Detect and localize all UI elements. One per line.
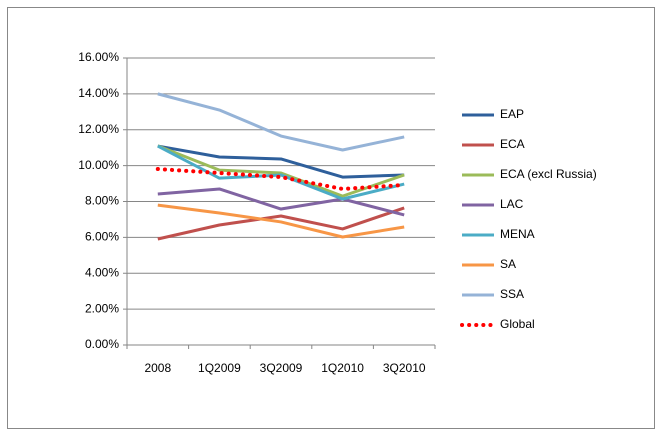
- y-tick-label: 12.00%: [78, 122, 119, 136]
- legend-label: SA: [500, 257, 516, 271]
- chart-border: [7, 7, 655, 429]
- y-tick-label: 10.00%: [78, 158, 119, 172]
- series-line: [157, 203, 405, 239]
- legend-label: MENA: [500, 227, 535, 241]
- legend-label: ECA (excl Russia): [500, 167, 597, 181]
- y-tick-label: 6.00%: [85, 230, 119, 244]
- legend-label: LAC: [500, 197, 524, 211]
- x-tick-label: 3Q2010: [383, 361, 426, 375]
- x-tick-label: 1Q2010: [321, 361, 364, 375]
- x-tick-label: 1Q2009: [198, 361, 241, 375]
- series-line: [157, 187, 405, 217]
- y-tick-label: 0.00%: [85, 337, 119, 351]
- legend-label: ECA: [500, 137, 525, 151]
- y-tick-label: 14.00%: [78, 86, 119, 100]
- series-line: [157, 206, 405, 241]
- legend-label: EAP: [500, 107, 524, 121]
- series-line: [157, 144, 405, 179]
- series-line: [157, 92, 405, 152]
- legend-label: Global: [500, 317, 535, 331]
- y-tick-label: 4.00%: [85, 265, 119, 279]
- y-tick-label: 2.00%: [85, 301, 119, 315]
- x-tick-label: 3Q2009: [260, 361, 303, 375]
- y-tick-label: 8.00%: [85, 194, 119, 208]
- legend-label: SSA: [500, 287, 524, 301]
- x-tick-label: 2008: [144, 361, 171, 375]
- series-line: [155, 167, 407, 191]
- y-tick-label: 16.00%: [78, 50, 119, 64]
- series-line: [157, 144, 405, 201]
